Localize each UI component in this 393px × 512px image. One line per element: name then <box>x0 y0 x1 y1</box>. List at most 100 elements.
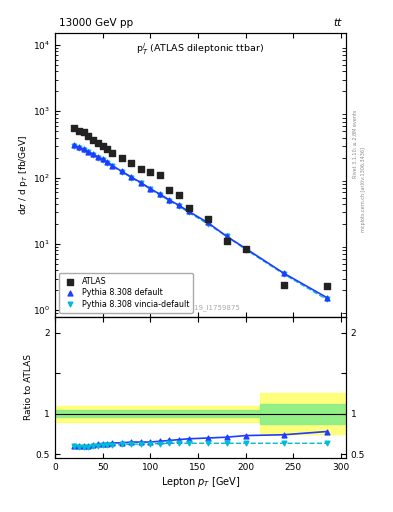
ATLAS <box>204 215 211 223</box>
Pythia 8.308 default <box>157 190 163 198</box>
Point <box>166 436 173 444</box>
Point <box>185 439 192 447</box>
Pythia 8.308 vincia-default <box>95 154 101 162</box>
ATLAS <box>138 165 144 173</box>
Point <box>90 441 96 450</box>
Pythia 8.308 vincia-default <box>138 179 144 187</box>
Pythia 8.308 vincia-default <box>147 185 154 193</box>
Point <box>71 442 77 450</box>
Pythia 8.308 default <box>242 244 249 252</box>
Point <box>85 442 92 450</box>
Pythia 8.308 vincia-default <box>176 202 182 210</box>
Point <box>323 428 330 436</box>
Point <box>147 440 154 448</box>
Pythia 8.308 default <box>147 184 154 193</box>
Pythia 8.308 vincia-default <box>81 146 87 154</box>
Point <box>99 441 106 450</box>
ATLAS <box>323 282 330 290</box>
Point <box>95 440 101 449</box>
Legend: ATLAS, Pythia 8.308 default, Pythia 8.308 vincia-default: ATLAS, Pythia 8.308 default, Pythia 8.30… <box>59 273 193 312</box>
Pythia 8.308 vincia-default <box>109 162 116 170</box>
Pythia 8.308 default <box>323 293 330 302</box>
ATLAS <box>147 168 154 177</box>
Pythia 8.308 default <box>166 196 173 204</box>
Text: ATLAS_2019_I1759875: ATLAS_2019_I1759875 <box>161 304 240 311</box>
Point <box>204 434 211 442</box>
Point <box>138 440 144 448</box>
Pythia 8.308 default <box>81 145 87 154</box>
Point <box>81 442 87 450</box>
Pythia 8.308 vincia-default <box>281 270 287 278</box>
Pythia 8.308 default <box>90 150 96 158</box>
Point <box>119 439 125 447</box>
Pythia 8.308 default <box>224 232 230 241</box>
Point <box>224 439 230 447</box>
Point <box>71 442 77 450</box>
Pythia 8.308 vincia-default <box>157 191 163 199</box>
X-axis label: Lepton $p_T$ [GeV]: Lepton $p_T$ [GeV] <box>161 475 240 489</box>
Y-axis label: Ratio to ATLAS: Ratio to ATLAS <box>24 354 33 420</box>
Pythia 8.308 vincia-default <box>85 148 92 157</box>
ATLAS <box>90 136 96 144</box>
Point <box>157 440 163 448</box>
Pythia 8.308 vincia-default <box>76 144 82 152</box>
Pythia 8.308 vincia-default <box>166 197 173 205</box>
Point <box>281 439 287 447</box>
Pythia 8.308 vincia-default <box>242 245 249 253</box>
Pythia 8.308 default <box>99 155 106 163</box>
Pythia 8.308 vincia-default <box>185 208 192 217</box>
Point <box>109 439 116 447</box>
Point <box>128 440 134 448</box>
Pythia 8.308 default <box>85 147 92 156</box>
Pythia 8.308 default <box>109 161 116 169</box>
Point <box>99 440 106 448</box>
Point <box>104 440 110 448</box>
ATLAS <box>109 149 116 157</box>
Point <box>157 437 163 445</box>
Point <box>109 441 116 449</box>
Text: p$_T^l$ (ATLAS dileptonic ttbar): p$_T^l$ (ATLAS dileptonic ttbar) <box>136 42 264 57</box>
Pythia 8.308 default <box>76 143 82 152</box>
Point <box>81 442 87 451</box>
ATLAS <box>119 154 125 162</box>
Point <box>85 442 92 451</box>
Point <box>242 439 249 447</box>
Text: tt: tt <box>334 18 342 28</box>
Bar <box>55 406 260 422</box>
Point <box>128 438 134 446</box>
Pythia 8.308 vincia-default <box>224 232 230 241</box>
Point <box>323 439 330 447</box>
Point <box>242 432 249 440</box>
Point <box>281 431 287 439</box>
ATLAS <box>128 159 134 167</box>
ATLAS <box>281 281 287 289</box>
Pythia 8.308 default <box>119 167 125 176</box>
Point <box>76 442 82 450</box>
Point <box>224 433 230 441</box>
ATLAS <box>242 244 249 252</box>
Point <box>138 438 144 446</box>
Pythia 8.308 vincia-default <box>323 295 330 304</box>
ATLAS <box>185 204 192 212</box>
Bar <box>55 410 260 417</box>
Pythia 8.308 vincia-default <box>204 220 211 228</box>
Point <box>104 441 110 450</box>
ATLAS <box>104 145 110 154</box>
Pythia 8.308 default <box>104 158 110 166</box>
ATLAS <box>157 170 163 179</box>
Point <box>76 442 82 451</box>
Point <box>90 442 96 450</box>
Point <box>166 439 173 447</box>
Pythia 8.308 default <box>71 141 77 150</box>
Point <box>204 439 211 447</box>
ATLAS <box>224 237 230 245</box>
Pythia 8.308 vincia-default <box>104 159 110 167</box>
Pythia 8.308 vincia-default <box>128 174 134 182</box>
Pythia 8.308 vincia-default <box>71 142 77 150</box>
Pythia 8.308 default <box>204 219 211 227</box>
Point <box>185 435 192 443</box>
Pythia 8.308 vincia-default <box>99 156 106 164</box>
Point <box>176 439 182 447</box>
ATLAS <box>76 126 82 135</box>
ATLAS <box>176 190 182 199</box>
